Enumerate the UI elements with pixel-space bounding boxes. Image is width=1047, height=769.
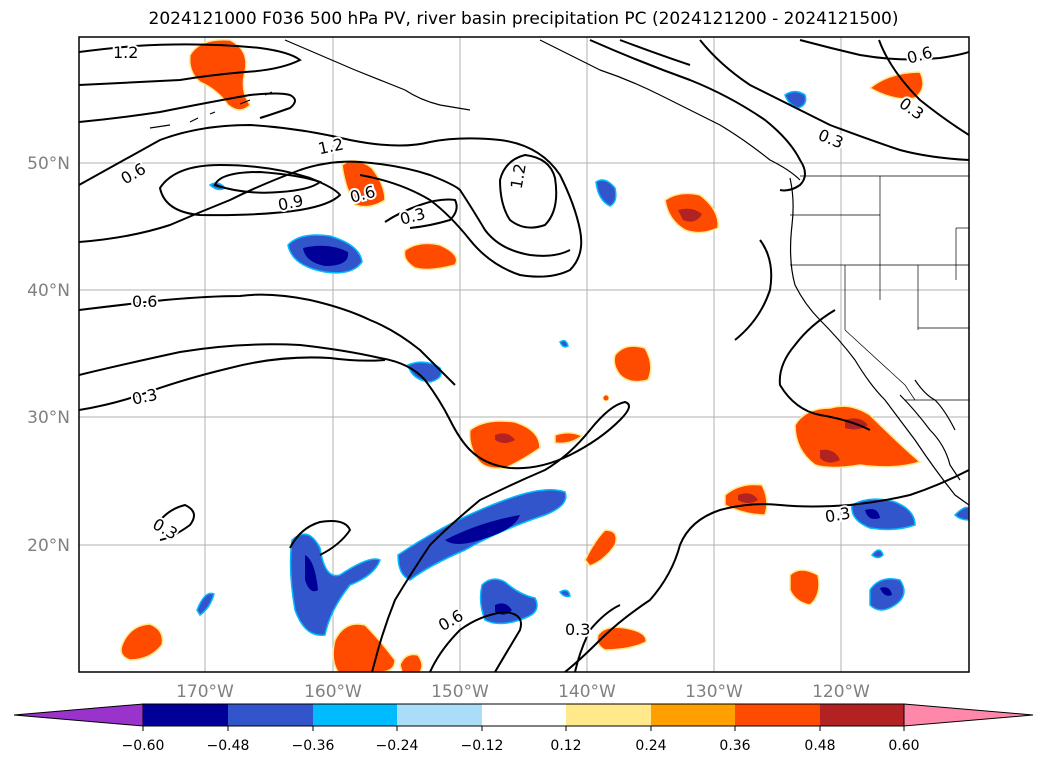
colorbar-tick-label: 0.24: [635, 738, 666, 754]
lon-label: 140°W: [558, 682, 616, 702]
pv-contours: [79, 39, 969, 672]
colorbar-tick-label: 0.60: [888, 738, 919, 754]
lon-label: 120°W: [812, 682, 870, 702]
colorbar-tick-label: −0.12: [461, 738, 504, 754]
colorbar: −0.60 −0.48 −0.36 −0.24 −0.12 0.12 0.24 …: [13, 703, 1034, 754]
political-borders: [790, 175, 969, 401]
lat-label: 50°N: [27, 154, 70, 174]
colorbar-bin: [651, 704, 735, 726]
positive-precip-patches: [120, 39, 924, 672]
map-frame: [78, 36, 970, 673]
lat-label: 30°N: [27, 408, 70, 428]
longitude-labels: 170°W 160°W 150°W 140°W 130°W 120°W: [176, 682, 870, 702]
lon-label: 130°W: [685, 682, 743, 702]
colorbar-bin: [735, 704, 820, 726]
map-background: [79, 37, 969, 672]
lat-label: 20°N: [27, 536, 70, 556]
latitude-labels: 50°N 40°N 30°N 20°N: [27, 154, 70, 556]
map-title: 2024121000 F036 500 hPa PV, river basin …: [148, 9, 899, 29]
colorbar-bin: [482, 704, 566, 726]
contour-label: 0.6: [132, 292, 157, 311]
contour-label: 0.3: [565, 620, 590, 639]
colorbar-extend-low: [13, 703, 144, 727]
colorbar-bin: [397, 704, 482, 726]
colorbar-tick-label: −0.60: [122, 738, 165, 754]
colorbar-bin: [143, 704, 228, 726]
lon-label: 170°W: [176, 682, 234, 702]
lon-label: 160°W: [304, 682, 362, 702]
colorbar-tick-label: −0.24: [376, 738, 419, 754]
colorbar-tick-label: 0.48: [804, 738, 835, 754]
colorbar-bin: [820, 704, 904, 726]
colorbar-tick-label: −0.36: [292, 738, 335, 754]
colorbar-bin: [313, 704, 397, 726]
colorbar-tick-label: 0.12: [550, 738, 581, 754]
lon-label: 150°W: [431, 682, 489, 702]
colorbar-tick-label: 0.36: [719, 738, 750, 754]
colorbar-extend-high: [903, 703, 1034, 727]
contour-label: 1.2: [113, 43, 138, 62]
colorbar-tick-label: −0.48: [207, 738, 250, 754]
negative-precip-patches: [196, 90, 969, 637]
colorbar-frame: [142, 703, 905, 727]
coastlines: [149, 39, 969, 506]
colorbar-bin: [228, 704, 313, 726]
lat-label: 40°N: [27, 281, 70, 301]
colorbar-bin: [566, 704, 651, 726]
